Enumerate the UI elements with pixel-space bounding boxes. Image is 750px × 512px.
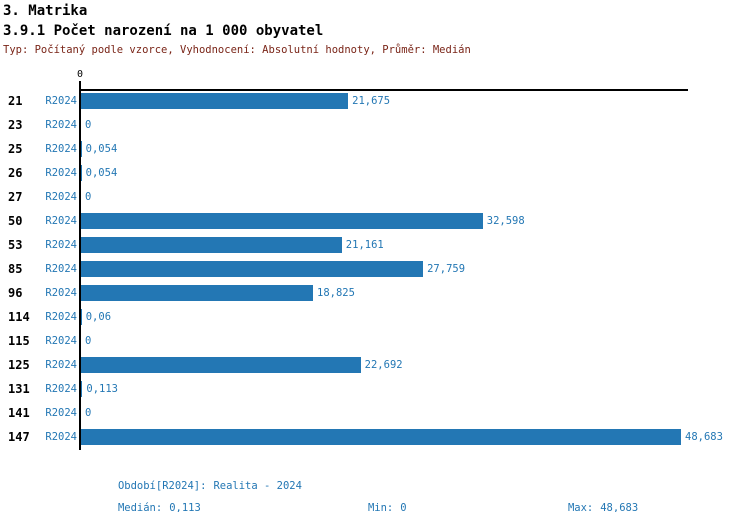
row-bar <box>81 93 349 109</box>
chart-row: 115 R2024 0 <box>0 329 750 353</box>
row-series-label: R2024 <box>45 191 77 203</box>
row-category-label: 50 <box>8 214 23 228</box>
row-bar <box>81 285 313 301</box>
row-category-label: 21 <box>8 94 23 108</box>
row-value-label: 0,06 <box>85 311 112 323</box>
chart-row: 85 R2024 27,759 <box>0 257 750 281</box>
row-value-label: 0 <box>85 407 92 419</box>
row-series-label: R2024 <box>45 431 77 443</box>
row-series-label: R2024 <box>45 263 77 275</box>
axis-top-line <box>79 89 688 91</box>
chart-row: 125 R2024 22,692 <box>0 353 750 377</box>
row-series-label: R2024 <box>45 335 77 347</box>
chart-row: 21 R2024 21,675 <box>0 89 750 113</box>
row-bar <box>81 429 681 445</box>
row-bar <box>81 237 342 253</box>
row-value-label: 21,161 <box>345 239 384 251</box>
report-subtitle: 3.9.1 Počet narození na 1 000 obyvatel <box>3 23 324 39</box>
axis-zero-tick-label: 0 <box>76 69 84 80</box>
chart-row: 26 R2024 0,054 <box>0 161 750 185</box>
chart-row: 25 R2024 0,054 <box>0 137 750 161</box>
row-bar <box>81 381 83 397</box>
row-series-label: R2024 <box>45 359 77 371</box>
row-category-label: 114 <box>8 310 30 324</box>
footer-median-value: 0,113 <box>169 502 201 512</box>
footer-min: Min: 0 <box>330 490 407 512</box>
page-title: 3. Matrika <box>3 3 88 19</box>
row-bar <box>81 141 82 157</box>
horizontal-bar-chart: 0 21 R2024 21,675 23 R2024 0 25 R2024 0,… <box>0 69 750 450</box>
row-value-label: 48,683 <box>685 431 723 443</box>
row-series-label: R2024 <box>45 287 77 299</box>
row-value-label: 0 <box>85 191 92 203</box>
row-series-label: R2024 <box>45 167 77 179</box>
row-category-label: 25 <box>8 142 23 156</box>
footer-min-value: 0 <box>400 502 407 512</box>
row-bar <box>81 213 483 229</box>
footer-median: Medián: 0,113 <box>80 490 201 512</box>
chart-row: 141 R2024 0 <box>0 401 750 425</box>
footer-median-label: Medián: <box>117 502 163 512</box>
row-series-label: R2024 <box>45 311 77 323</box>
axis-vertical-line <box>79 81 81 450</box>
row-value-label: 18,825 <box>317 287 355 299</box>
footer-max-value: 48,683 <box>600 502 639 512</box>
row-value-label: 0 <box>85 335 92 347</box>
chart-row: 53 R2024 21,161 <box>0 233 750 257</box>
row-category-label: 96 <box>8 286 23 300</box>
row-category-label: 141 <box>8 406 30 420</box>
row-series-label: R2024 <box>45 215 77 227</box>
chart-row: 23 R2024 0 <box>0 113 750 137</box>
row-value-label: 0,054 <box>85 167 118 179</box>
chart-row: 147 R2024 48,683 <box>0 425 750 449</box>
row-series-label: R2024 <box>45 407 77 419</box>
chart-row: 50 R2024 32,598 <box>0 209 750 233</box>
row-category-label: 131 <box>8 382 30 396</box>
row-category-label: 53 <box>8 238 23 252</box>
row-bar <box>81 261 424 277</box>
row-value-label: 0 <box>85 119 92 131</box>
row-category-label: 26 <box>8 166 23 180</box>
chart-rows: 21 R2024 21,675 23 R2024 0 25 R2024 0,05… <box>0 89 750 449</box>
row-series-label: R2024 <box>45 119 77 131</box>
row-series-label: R2024 <box>45 143 77 155</box>
row-bar <box>81 357 361 373</box>
chart-row: 131 R2024 0,113 <box>0 377 750 401</box>
row-category-label: 115 <box>8 334 30 348</box>
report-meta-line: Typ: Počítaný podle vzorce, Vyhodnocení:… <box>3 44 471 56</box>
row-series-label: R2024 <box>45 95 77 107</box>
chart-row: 114 R2024 0,06 <box>0 305 750 329</box>
footer-period-value: Realita - 2024 <box>213 480 302 492</box>
row-value-label: 21,675 <box>352 95 391 107</box>
row-category-label: 85 <box>8 262 23 276</box>
row-category-label: 125 <box>8 358 30 372</box>
row-series-label: R2024 <box>45 239 77 251</box>
row-category-label: 23 <box>8 118 23 132</box>
row-category-label: 147 <box>8 430 30 444</box>
row-series-label: R2024 <box>45 383 77 395</box>
row-value-label: 0,054 <box>85 143 118 155</box>
row-bar <box>81 165 82 181</box>
footer-min-label: Min: <box>367 502 394 512</box>
row-category-label: 27 <box>8 190 23 204</box>
row-value-label: 0,113 <box>86 383 118 395</box>
row-value-label: 22,692 <box>364 359 403 371</box>
chart-row: 96 R2024 18,825 <box>0 281 750 305</box>
row-value-label: 32,598 <box>486 215 525 227</box>
row-value-label: 27,759 <box>427 263 466 275</box>
row-bar <box>81 309 82 325</box>
footer-period: Období[R2024]: Realita - 2024 <box>80 468 302 504</box>
chart-row: 27 R2024 0 <box>0 185 750 209</box>
footer-max: Max: 48,683 <box>530 490 638 512</box>
footer-max-label: Max: <box>567 502 594 512</box>
footer-period-label: Období[R2024]: <box>117 480 207 492</box>
